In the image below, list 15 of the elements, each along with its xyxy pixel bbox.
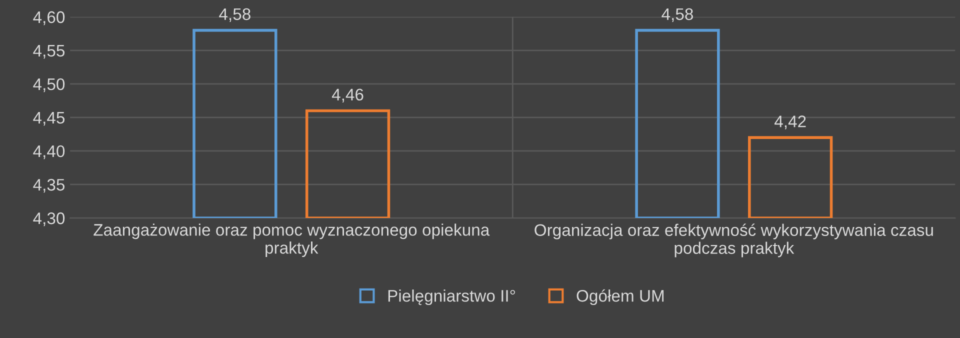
legend-label: Ogółem UM [576, 289, 664, 306]
data-label: 4,42 [774, 116, 806, 130]
data-label: 4,58 [219, 8, 250, 22]
x-tick-label: Zaangażowanie oraz pomoc wyznaczonego opiekuna praktyk [94, 224, 490, 258]
x-tick-label: Organizacja oraz efektywność wykorzystywania czasu podczas praktyk [534, 224, 933, 258]
legend-label: Pielęgniarstwo II° [388, 290, 515, 306]
y-tick-label: 4,30 [33, 212, 65, 226]
y-tick-label: 4,55 [33, 44, 65, 59]
data-label: 4,58 [662, 8, 693, 22]
y-tick-label: 4,40 [33, 145, 65, 160]
y-tick-label: 4,60 [33, 11, 65, 26]
y-tick-label: 4,50 [33, 78, 65, 92]
y-tick-label: 4,45 [33, 112, 65, 126]
data-label: 4,46 [332, 88, 364, 102]
y-tick-label: 4,35 [33, 178, 65, 193]
